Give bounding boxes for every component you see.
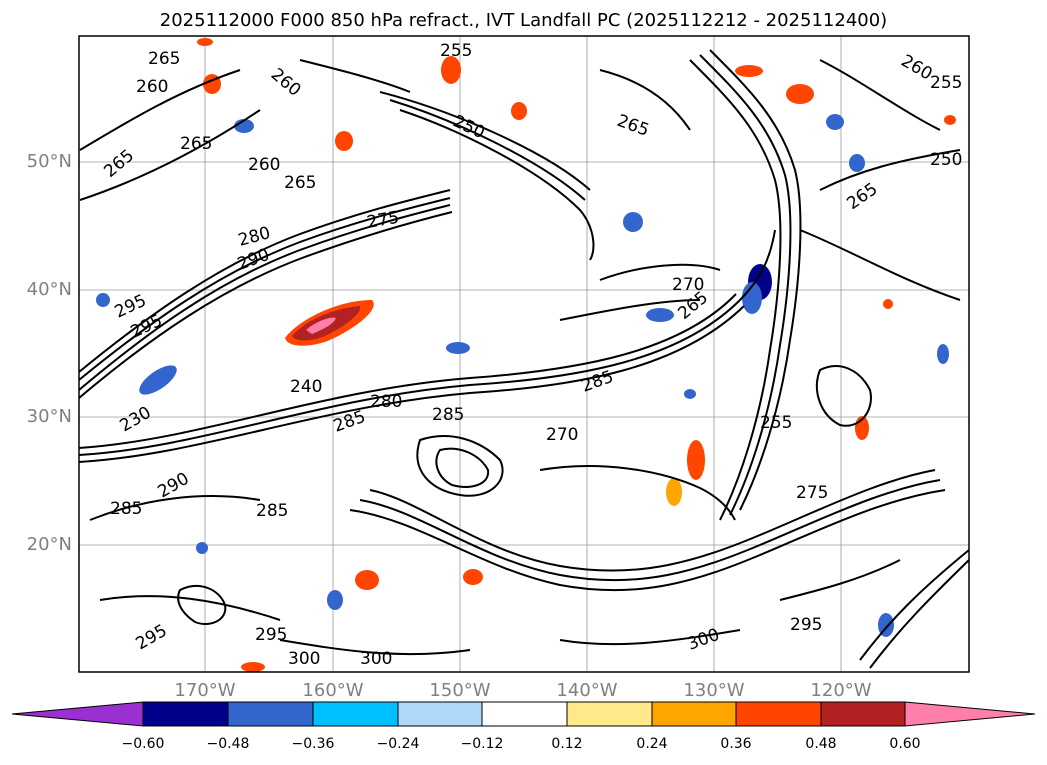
plot-title: 2025112000 F000 850 hPa refract., IVT La… — [159, 10, 888, 31]
contour-label: 270 — [546, 425, 578, 445]
lon-label: 170°W — [174, 680, 236, 701]
lat-label: 20°N — [26, 534, 72, 555]
contour-label: 300 — [360, 649, 392, 669]
colorbar-tick-label: −0.48 — [206, 736, 250, 752]
contour-label: 250 — [930, 150, 962, 170]
contour-label: 255 — [440, 41, 472, 61]
map-background — [79, 36, 969, 672]
colorbar-tick-label: −0.60 — [121, 736, 165, 752]
contour-label: 285 — [110, 499, 142, 519]
contour-label: 265 — [148, 49, 180, 69]
contour-label: 255 — [930, 73, 962, 93]
colorbar — [11, 701, 1036, 727]
lon-label: 130°W — [683, 680, 745, 701]
colorbar-tick-label: −0.24 — [376, 736, 420, 752]
contour-label: 275 — [796, 483, 828, 503]
lat-label: 50°N — [26, 151, 72, 172]
contour-label: 240 — [290, 377, 322, 397]
contour-label: 300 — [288, 649, 320, 669]
lon-label: 120°W — [810, 680, 872, 701]
contour-label: 265 — [284, 173, 316, 193]
contour-label: 280 — [370, 392, 402, 412]
contour-label: 285 — [432, 405, 464, 425]
graticule — [79, 36, 969, 672]
contour-label: 260 — [248, 155, 280, 175]
contour-label: 295 — [255, 625, 287, 645]
colorbar-tick-label: −0.12 — [460, 736, 504, 752]
map-frame — [78, 35, 970, 673]
colorbar-extend-min — [11, 701, 144, 727]
contour-label: 270 — [672, 275, 704, 295]
refractivity-contours — [78, 49, 970, 669]
colorbar-tick-label: −0.36 — [291, 736, 335, 752]
contour-label: 295 — [790, 615, 822, 635]
contour-label: 255 — [760, 413, 792, 433]
colorbar-tick-label: 0.24 — [636, 736, 668, 752]
contour-label: 260 — [136, 77, 168, 97]
lat-label: 40°N — [26, 279, 72, 300]
contour-label: 285 — [256, 501, 288, 521]
colorbar-tick-label: 0.60 — [889, 736, 921, 752]
lon-label: 140°W — [556, 680, 618, 701]
lat-label: 30°N — [26, 406, 72, 427]
lon-label: 160°W — [302, 680, 364, 701]
colorbar-tick-label: 0.48 — [805, 736, 837, 752]
colorbar-tick-label: 0.36 — [720, 736, 752, 752]
colorbar-extend-max — [904, 701, 1036, 727]
contour-label: 265 — [180, 134, 212, 154]
refractivity-shading — [96, 38, 956, 672]
lon-label: 150°W — [429, 680, 491, 701]
colorbar-tick-label: 0.12 — [551, 736, 583, 752]
